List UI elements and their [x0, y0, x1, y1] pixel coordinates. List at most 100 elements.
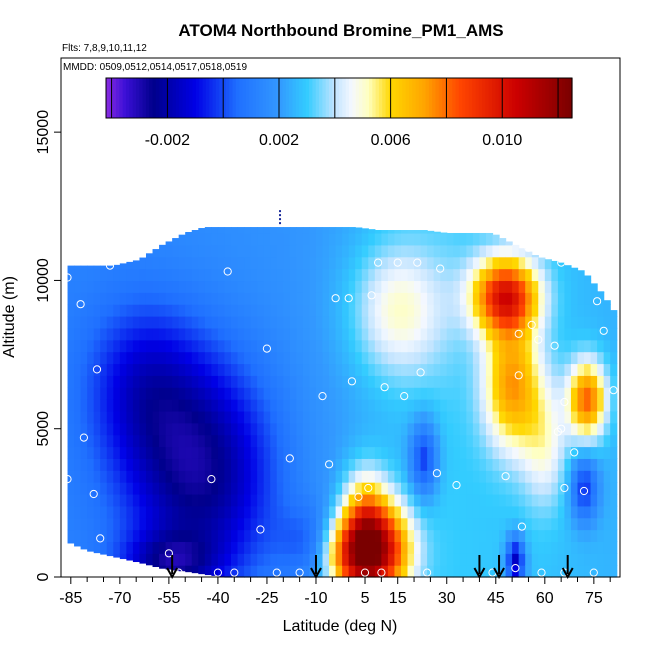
heatmap-cell [185, 410, 193, 424]
heatmap-cell [276, 316, 284, 329]
heatmap-cell [74, 292, 82, 305]
heatmap-cell [126, 529, 134, 543]
heatmap-cell [296, 410, 304, 424]
heatmap-cell [610, 517, 618, 531]
x-axis-label: Latitude (deg N) [283, 618, 398, 635]
heatmap-cell [152, 304, 160, 317]
heatmap-cell [178, 410, 186, 424]
heatmap-cell [139, 517, 147, 531]
heatmap-cell [74, 375, 82, 388]
heatmap-cell [394, 232, 402, 246]
heatmap-cell [584, 375, 592, 388]
heatmap-cell [433, 493, 441, 507]
heatmap-cell [466, 434, 474, 448]
heatmap-cell [485, 327, 494, 341]
heatmap-cell [361, 304, 369, 317]
heatmap-cell [315, 256, 324, 270]
heatmap-cell [394, 553, 402, 566]
heatmap-cell [80, 399, 88, 412]
heatmap-cell [342, 399, 350, 412]
heatmap-cell [126, 375, 134, 388]
observation-point [272, 568, 281, 577]
heatmap-cell [342, 339, 350, 353]
heatmap-cell [302, 399, 311, 412]
heatmap-cell [610, 470, 618, 483]
heatmap-cell [551, 375, 559, 388]
heatmap-cell [479, 232, 487, 246]
heatmap-cell [159, 256, 167, 270]
colorbar-swatch [412, 78, 417, 118]
heatmap-cell [302, 434, 311, 448]
heatmap-cell [518, 410, 526, 424]
heatmap-cell [512, 351, 520, 365]
heatmap-cell [590, 399, 598, 412]
heatmap-cell [211, 434, 219, 448]
heatmap-cell [407, 292, 415, 305]
heatmap-cell [289, 227, 297, 234]
heatmap-cell [505, 280, 513, 293]
heatmap-cell [145, 458, 154, 471]
heatmap-cell [93, 280, 101, 293]
heatmap-cell [322, 482, 330, 495]
heatmap-cell [597, 565, 605, 578]
heatmap-cell [544, 339, 552, 353]
heatmap-cell [459, 375, 467, 388]
heatmap-cell [145, 410, 154, 424]
heatmap-cell [342, 529, 350, 543]
heatmap-cell [466, 387, 474, 400]
heatmap-cell [361, 517, 369, 531]
heatmap-cell [538, 446, 546, 459]
heatmap-cell [191, 230, 199, 234]
heatmap-cell [355, 227, 363, 234]
heatmap-cell [74, 410, 82, 424]
heatmap-cell [472, 232, 481, 246]
heatmap-cell [198, 327, 206, 341]
heatmap-cell [139, 410, 147, 424]
heatmap-cell [518, 553, 526, 566]
heatmap-cell [414, 280, 422, 293]
heatmap-cell [224, 482, 232, 495]
heatmap-cell [198, 517, 206, 531]
heatmap-cell [538, 517, 546, 531]
heatmap-cell [244, 304, 252, 317]
heatmap-cell [198, 244, 206, 258]
heatmap-cell [113, 493, 121, 507]
heatmap-cell [597, 351, 605, 365]
heatmap-cell [492, 541, 500, 554]
heatmap-cell [237, 351, 245, 365]
heatmap-cell [335, 304, 343, 317]
heatmap-cell [440, 268, 448, 282]
heatmap-cell [296, 517, 304, 531]
heatmap-cell [152, 410, 160, 424]
heatmap-cell [570, 316, 579, 329]
colorbar-swatch [418, 78, 423, 118]
heatmap-cell [531, 316, 539, 329]
heatmap-cell [479, 280, 487, 293]
heatmap-cell [315, 458, 324, 471]
heatmap-cell [564, 292, 572, 305]
heatmap-cell [80, 470, 88, 483]
heatmap-cell [440, 256, 448, 270]
heatmap-cell [185, 470, 193, 483]
heatmap-cell [466, 232, 474, 246]
heatmap-cell [427, 268, 435, 282]
observation-point [560, 397, 569, 407]
heatmap-cell [459, 363, 467, 376]
heatmap-cell [538, 257, 546, 270]
heatmap-cell [512, 541, 520, 554]
heatmap-cell [276, 458, 284, 471]
heatmap-cell [263, 339, 271, 353]
colorbar-swatch [192, 78, 197, 118]
heatmap-cell [93, 541, 101, 554]
heatmap-cell [531, 363, 539, 376]
heatmap-cell [590, 493, 598, 507]
heatmap-cell [329, 387, 337, 400]
heatmap-cell [217, 434, 226, 448]
heatmap-cell [525, 399, 533, 412]
heatmap-cell [400, 292, 409, 305]
colorbar-swatch [132, 78, 137, 118]
heatmap-cell [407, 529, 415, 543]
heatmap-cell [459, 482, 467, 495]
observation-point [557, 258, 566, 267]
heatmap-cell [106, 482, 114, 495]
